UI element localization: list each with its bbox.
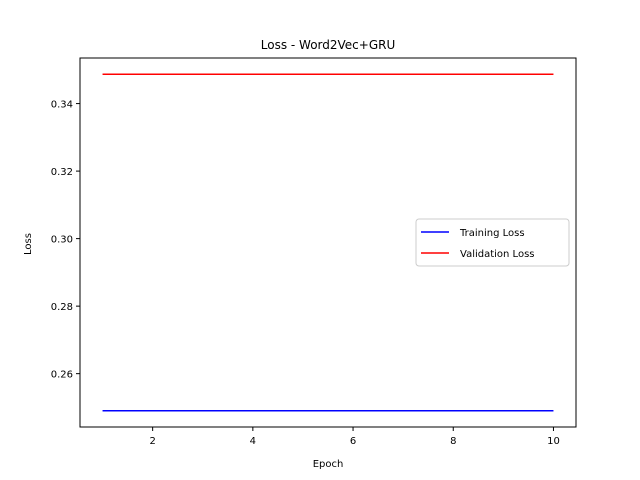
- y-tick-label: 0.28: [51, 302, 73, 313]
- y-tick-label: 0.30: [51, 235, 73, 246]
- y-axis-label: Loss: [23, 233, 34, 255]
- y-tick-label: 0.32: [51, 167, 73, 178]
- legend-label-validation-loss: Validation Loss: [460, 249, 535, 260]
- y-tick-label: 0.26: [51, 370, 73, 381]
- x-tick-label: 8: [450, 436, 456, 447]
- x-tick-label: 6: [350, 436, 356, 447]
- x-tick-label: 4: [250, 436, 256, 447]
- legend-label-training-loss: Training Loss: [459, 228, 525, 239]
- legend: Training Loss Validation Loss: [416, 219, 569, 266]
- x-axis-label: Epoch: [313, 459, 344, 470]
- x-tick-label: 2: [149, 436, 155, 447]
- x-tick-label: 10: [547, 436, 560, 447]
- y-tick-label: 0.34: [51, 100, 73, 111]
- chart-title: Loss - Word2Vec+GRU: [261, 38, 396, 52]
